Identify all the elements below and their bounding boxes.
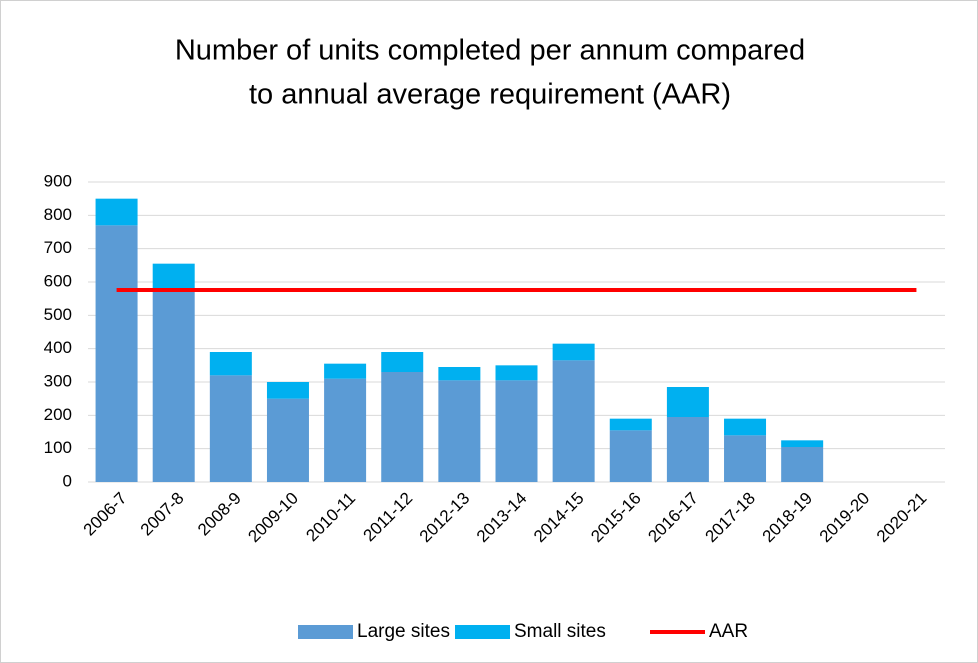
legend-label: AAR	[709, 621, 748, 642]
bar	[324, 378, 367, 482]
bar	[438, 367, 481, 381]
bar	[152, 263, 195, 292]
bar	[95, 225, 138, 483]
y-tick-label: 0	[63, 471, 72, 490]
bar	[324, 363, 367, 379]
bar	[381, 372, 424, 482]
bar	[152, 292, 195, 482]
bar	[552, 343, 595, 361]
bar	[495, 380, 538, 482]
bar	[266, 398, 309, 482]
bar	[381, 352, 424, 372]
bar	[609, 418, 652, 431]
bar	[438, 380, 481, 482]
bar	[552, 360, 595, 482]
legend-label: Large sites	[357, 621, 450, 642]
bar	[95, 198, 138, 226]
y-tick-label: 700	[44, 238, 72, 257]
bar	[609, 430, 652, 482]
bar	[781, 440, 824, 447]
bar	[724, 435, 767, 482]
y-tick-label: 400	[44, 338, 72, 357]
y-tick-label: 800	[44, 205, 72, 224]
bar	[666, 387, 709, 417]
bar	[209, 375, 252, 482]
bar	[781, 447, 824, 482]
y-tick-label: 600	[44, 271, 72, 290]
legend-label: Small sites	[514, 621, 606, 642]
chart-title: to annual average requirement (AAR)	[249, 79, 731, 111]
y-tick-label: 100	[44, 438, 72, 457]
legend-swatch	[298, 625, 353, 639]
legend-swatch	[455, 625, 510, 639]
bar	[266, 382, 309, 399]
y-tick-label: 200	[44, 405, 72, 424]
y-tick-label: 900	[44, 171, 72, 190]
bar	[724, 418, 767, 436]
bar	[209, 352, 252, 376]
bar	[666, 417, 709, 482]
bar	[495, 365, 538, 381]
chart-title: Number of units completed per annum comp…	[175, 35, 805, 67]
y-tick-label: 500	[44, 305, 72, 324]
y-tick-label: 300	[44, 371, 72, 390]
